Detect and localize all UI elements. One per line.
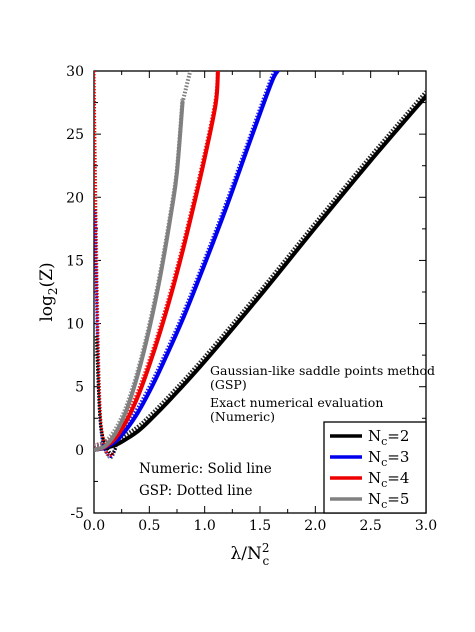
annotation-numeric-line2: (Numeric) [210, 409, 275, 424]
legend-label: Nc=3 [368, 448, 409, 469]
y-tick-label: -5 [70, 506, 84, 522]
numeric-series-line [94, 71, 280, 452]
gsp-small-lambda-branch [94, 71, 115, 458]
legend-label: Nc=2 [368, 427, 409, 448]
annotation-solid-note: Numeric: Solid line [139, 461, 272, 477]
x-tick-label: 1.0 [194, 518, 216, 534]
numeric-series-line [94, 100, 185, 452]
numeric-series-line [94, 94, 426, 452]
gsp-dotted-line [94, 97, 185, 448]
legend-label: Nc=5 [368, 490, 409, 511]
annotation-numeric-line1: Exact numerical evaluation [210, 395, 383, 410]
y-tick-label: 5 [75, 380, 84, 396]
x-tick-label: 0.0 [83, 518, 105, 534]
annotation-dotted-note: GSP: Dotted line [139, 483, 253, 499]
x-tick-label: 2.5 [360, 518, 382, 534]
y-tick-label: 15 [66, 253, 84, 269]
annotation-gsp-line2: (GSP) [210, 377, 247, 392]
gsp-small-lambda-branch [94, 336, 118, 456]
y-tick-label: 0 [75, 443, 84, 459]
legend: Nc=2Nc=3Nc=4Nc=5 [323, 421, 427, 514]
gsp-dotted-extension [180, 71, 193, 104]
gsp-dotted-line [94, 71, 277, 448]
y-tick-label: 30 [66, 64, 84, 80]
x-tick-label: 3.0 [415, 518, 437, 534]
x-tick-label: 1.5 [249, 518, 271, 534]
numeric-series-line [94, 71, 220, 452]
y-tick-label: 25 [66, 127, 84, 143]
y-tick-label: 20 [66, 190, 84, 206]
y-axis-title: log2(Z) [37, 262, 60, 321]
gsp-dotted-line [94, 90, 426, 448]
x-axis-title: λ/N2 c [230, 541, 269, 568]
x-tick-label: 0.5 [138, 518, 160, 534]
annotation-gsp-line1: Gaussian-like saddle points method [210, 363, 435, 378]
gsp-dotted-line [94, 71, 220, 448]
axis-tick-labels: 0.0 0.5 1.0 1.5 2.0 2.5 3.0 -5 0 5 10 15 20 25 30 [66, 64, 437, 534]
y-tick-label: 10 [66, 317, 84, 333]
numeric-solid-lines [94, 71, 426, 452]
legend-label: Nc=4 [368, 469, 409, 490]
x-tick-label: 2.0 [304, 518, 326, 534]
